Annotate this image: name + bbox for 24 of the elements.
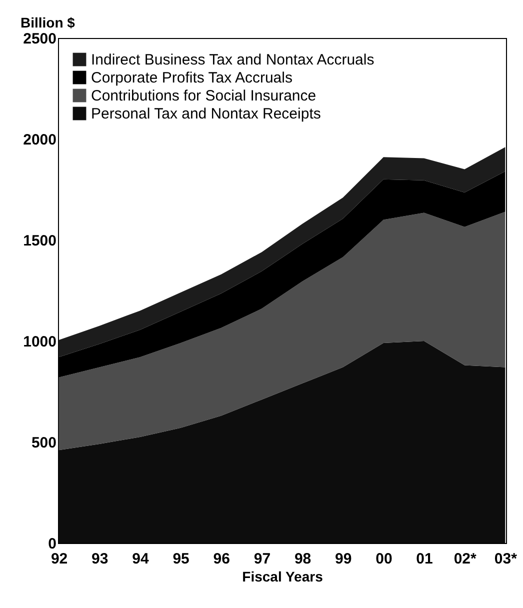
y-tick-label: 2000: [23, 132, 56, 148]
x-tick-label: 02*: [454, 550, 477, 568]
x-tick-label: 03*: [494, 550, 518, 568]
y-tick-label: 2500: [23, 30, 56, 48]
y-tick-label: 500: [31, 434, 56, 452]
x-tick-label: 98: [294, 550, 312, 568]
x-tick-label: 01: [416, 550, 433, 568]
legend-label: Personal Tax and Nontax Receipts: [91, 106, 321, 122]
legend-label: Corporate Profits Tax Accruals: [91, 70, 292, 86]
x-axis-title: Fiscal Years: [242, 568, 324, 584]
y-tick-label: 1500: [23, 232, 56, 250]
y-tick-label: 1000: [23, 334, 56, 350]
x-tick-label: 93: [92, 550, 108, 568]
x-tick-label: 95: [172, 550, 190, 568]
x-tick-label: 99: [335, 550, 352, 568]
legend-label: Contributions for Social Insurance: [91, 88, 316, 104]
x-tick-label: 96: [213, 550, 230, 568]
legend-label: Indirect Business Tax and Nontax Accruals: [91, 52, 374, 68]
x-tick-label: 97: [254, 550, 271, 568]
y-axis-title: Billion $: [20, 14, 76, 30]
y-tick-label: 0: [48, 536, 56, 552]
x-tick-label: 92: [50, 550, 68, 568]
x-tick-label: 94: [132, 550, 150, 568]
x-tick-label: 00: [376, 550, 392, 568]
